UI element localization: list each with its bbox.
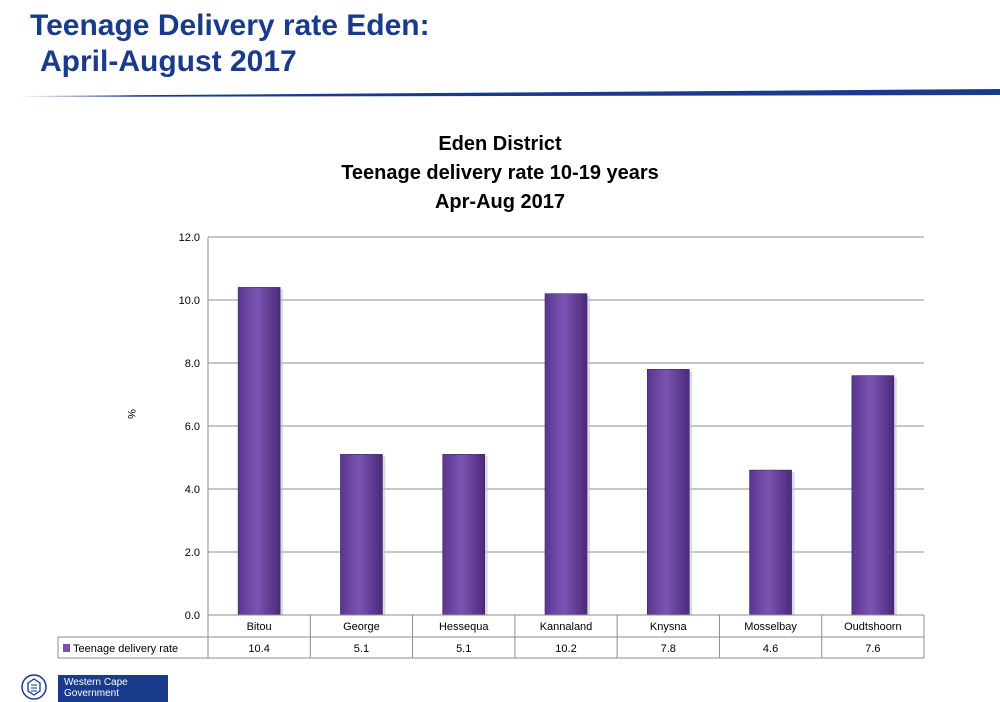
bar-knysna [646,368,690,616]
bar-bitou [237,287,281,616]
slide-title: Teenage Delivery rate Eden: April-August… [30,8,430,80]
legend-series-label: Teenage delivery rate [73,643,178,655]
logo-line-2: Government [64,688,120,699]
bar-mosselbay [749,469,792,616]
category-label: Mosselbay [744,621,797,633]
chart-title-line-3: Apr-Aug 2017 [434,191,566,213]
bar-hessequa [442,454,486,616]
category-label: Kannaland [540,621,593,633]
category-label: George [343,621,380,633]
y-tick-label: 2.0 [185,547,200,559]
data-value-label: 5.1 [456,643,471,655]
y-tick-label: 10.0 [179,295,200,307]
y-tick-label: 8.0 [185,358,200,370]
y-axis-label: % [125,409,137,419]
category-label: Knysna [650,621,688,633]
data-value-label: 7.6 [865,643,880,655]
y-tick-label: 4.0 [185,484,200,496]
chart-title: Eden District Teenage delivery rate 10-1… [0,130,1000,217]
logo-banner [58,675,168,702]
category-label: Bitou [247,621,272,633]
data-value-label: 7.8 [661,643,676,655]
slide-title-line-2: April-August 2017 [40,45,297,78]
category-label: Oudtshoorn [844,621,901,633]
data-value-label: 4.6 [763,643,778,655]
data-value-label: 10.2 [555,643,576,655]
y-tick-label: 6.0 [185,421,200,433]
bar-george [340,454,383,616]
logo-line-1: Western Cape [64,677,128,688]
bar-kannaland [544,293,588,616]
western-cape-government-logo: Western Cape Government [18,673,178,702]
slide-title-line-1: Teenage Delivery rate Eden: [30,9,430,42]
chart-title-line-1: Eden District [438,133,562,155]
y-tick-label: 12.0 [179,232,200,244]
legend-key-swatch [63,644,70,652]
category-label: Hessequa [439,621,489,633]
bar-oudtshoorn [851,375,895,616]
logo-text: Western Cape Government [64,677,128,699]
data-value-label: 10.4 [248,643,269,655]
title-underline-rule [20,89,1000,97]
y-tick-label: 0.0 [185,610,200,622]
data-value-label: 5.1 [354,643,369,655]
crest-icon [21,674,47,700]
chart-title-line-2: Teenage delivery rate 10-19 years [341,162,659,184]
